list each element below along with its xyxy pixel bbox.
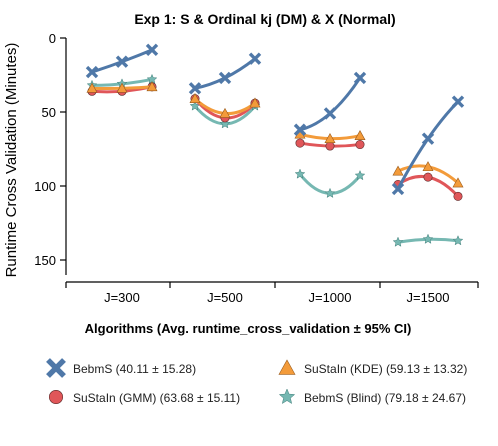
legend-label: SuStaIn (GMM) (63.68 ± 15.11) [73, 391, 240, 405]
marker-triangle [392, 165, 404, 176]
marker-star [219, 118, 231, 129]
x-ticks: J=300 J=500 J=1000 J=1500 [65, 282, 479, 305]
marker-triangle [86, 82, 98, 93]
series-layer [85, 43, 465, 247]
marker-star [294, 168, 306, 179]
marker-x [293, 123, 307, 136]
marker-star [354, 169, 366, 181]
marker-triangle [278, 359, 296, 375]
legend-item: BebmS (Blind) (79.18 ± 24.67) [278, 388, 466, 405]
series-2 [87, 82, 463, 201]
marker-x [85, 65, 99, 79]
marker-triangle [219, 107, 231, 118]
marker-circle [453, 191, 463, 201]
marker-triangle [422, 161, 434, 172]
marker-triangle [452, 177, 464, 188]
x-tick-label: J=1000 [308, 290, 351, 305]
marker-x [115, 55, 129, 68]
marker-x [421, 132, 435, 145]
marker-triangle [146, 81, 158, 92]
series-1 [86, 81, 464, 188]
marker-x [451, 95, 465, 108]
marker-x [188, 82, 202, 95]
marker-triangle [249, 97, 261, 108]
y-tick-label: 100 [34, 179, 56, 194]
legend-label: BebmS (40.11 ± 15.28) [73, 362, 196, 376]
x-tick-label: J=300 [104, 290, 140, 305]
y-ticks: 0 50 100 150 [34, 31, 66, 268]
y-tick-label: 150 [34, 253, 56, 268]
x-tick-label: J=1500 [406, 290, 449, 305]
marker-circle [48, 389, 64, 405]
marker-triangle [116, 82, 128, 93]
marker-star [452, 235, 464, 246]
series-curve [298, 76, 362, 132]
marker-x [218, 71, 232, 85]
axes [65, 38, 478, 283]
marker-x [353, 71, 367, 85]
marker-star [392, 236, 404, 247]
marker-star [422, 233, 434, 244]
legend: BebmS (40.11 ± 15.28) SuStaIn (KDE) (59.1… [46, 358, 467, 405]
marker-triangle [324, 133, 336, 143]
series-3 [86, 73, 464, 247]
marker-x [145, 43, 159, 57]
marker-x [323, 107, 337, 120]
legend-item: BebmS (40.11 ± 15.28) [46, 358, 196, 378]
marker-x [248, 52, 262, 65]
marker-triangle [189, 93, 201, 103]
x-tick-label: J=500 [207, 290, 243, 305]
marker-x [391, 182, 405, 196]
marker-x [46, 358, 66, 378]
legend-item: SuStaIn (GMM) (63.68 ± 15.11) [48, 389, 240, 405]
legend-label: BebmS (Blind) (79.18 ± 24.67) [304, 391, 466, 405]
legend-label: SuStaIn (KDE) (59.13 ± 13.32) [304, 362, 467, 376]
chart-title: Exp 1: S & Ordinal kj (DM) & X (Normal) [134, 11, 395, 27]
legend-title: Algorithms (Avg. runtime_cross_validatio… [85, 321, 412, 336]
y-tick-label: 50 [42, 105, 56, 120]
y-axis-label: Runtime Cross Validation (Minutes) [3, 43, 20, 278]
marker-circle [295, 138, 305, 148]
series-curve [193, 57, 257, 90]
marker-triangle [354, 130, 366, 140]
marker-star [324, 187, 336, 198]
legend-item: SuStaIn (KDE) (59.13 ± 13.32) [278, 359, 467, 376]
marker-star [278, 388, 296, 404]
marker-circle [423, 172, 433, 182]
y-tick-label: 0 [49, 31, 56, 46]
marker-circle [355, 140, 365, 150]
marker-circle [325, 141, 335, 151]
series-0 [85, 43, 465, 196]
